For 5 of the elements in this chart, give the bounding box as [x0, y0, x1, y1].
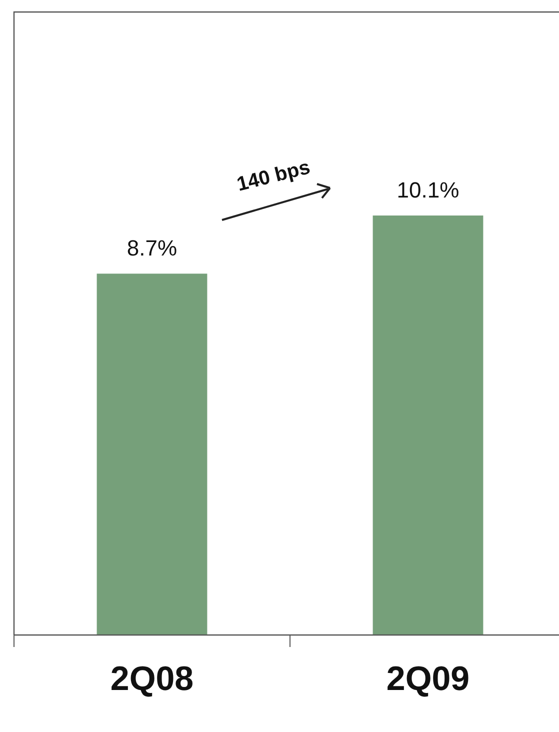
annotation: 140 bps	[234, 156, 312, 196]
data-label: 8.7%	[126, 236, 178, 261]
data-label: 10.1%	[396, 178, 460, 203]
x-tick-label: 2Q08	[110, 660, 194, 698]
x-tick-label: 2Q09	[386, 660, 470, 698]
